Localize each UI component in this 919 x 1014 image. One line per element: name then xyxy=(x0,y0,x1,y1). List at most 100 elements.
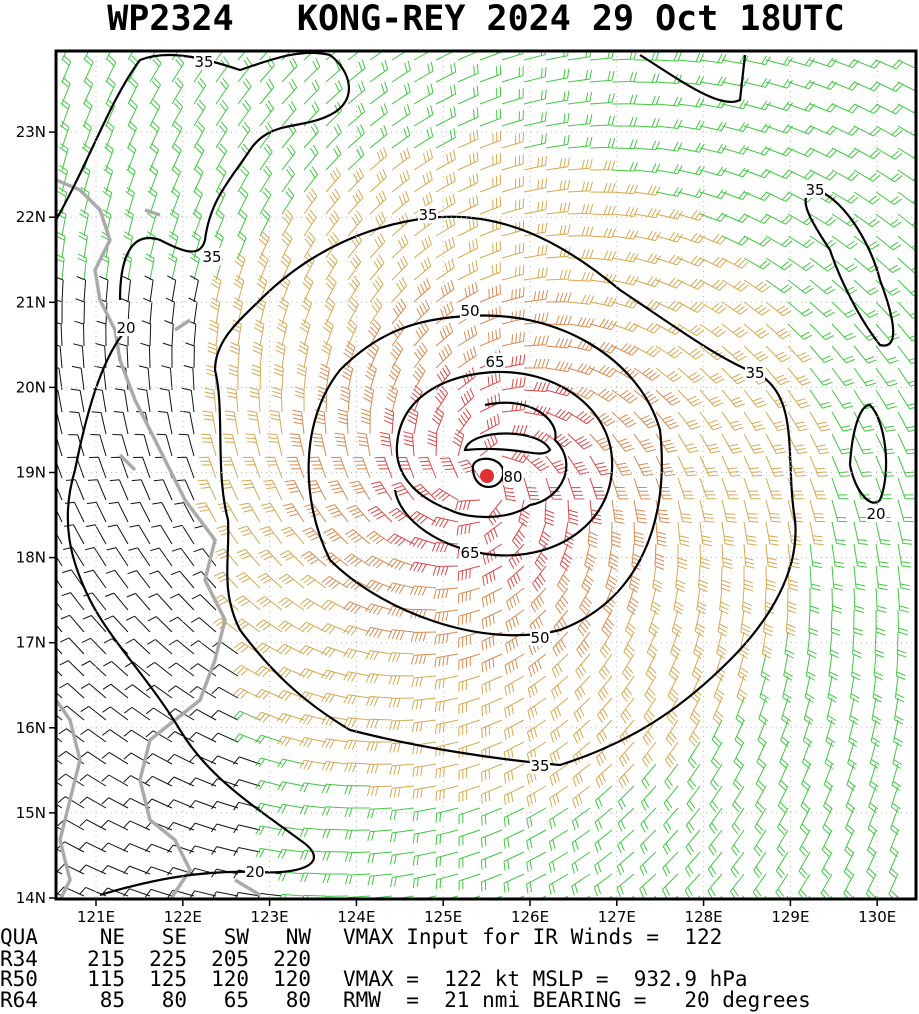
wind-barb xyxy=(662,829,679,855)
wind-barb xyxy=(685,807,701,834)
wind-barb xyxy=(479,108,502,127)
wind-barbs xyxy=(56,51,916,899)
wind-barb xyxy=(853,345,877,364)
wind-barb xyxy=(410,631,437,642)
wind-barb xyxy=(234,595,261,611)
wind-barb xyxy=(258,231,270,259)
wind-barb xyxy=(664,741,679,768)
wind-barb xyxy=(699,499,715,523)
wind-barb xyxy=(482,565,503,586)
wind-barb xyxy=(237,100,252,127)
wind-barb xyxy=(299,598,327,611)
wind-barb xyxy=(596,719,613,745)
wind-barb xyxy=(866,851,877,879)
wind-barb xyxy=(322,851,349,861)
wind-barb xyxy=(545,90,570,105)
wind-barb xyxy=(721,367,747,385)
wind-barb xyxy=(281,100,297,127)
wind-barb xyxy=(344,829,371,840)
wind-barb xyxy=(721,389,746,408)
wind-barb xyxy=(626,587,639,615)
wind-barb xyxy=(189,708,217,721)
wind-barb xyxy=(869,741,880,769)
wind-barb xyxy=(573,697,591,723)
wind-barb xyxy=(853,433,874,455)
wind-barb xyxy=(809,565,821,591)
wind-barb xyxy=(346,319,358,347)
wind-barb xyxy=(56,669,63,677)
wind-barb xyxy=(56,736,63,743)
wind-barb xyxy=(639,851,657,876)
wind-barb xyxy=(278,297,289,325)
wind-barb xyxy=(294,386,305,412)
wind-barb xyxy=(412,363,426,391)
wind-barb xyxy=(743,521,757,546)
wind-barb xyxy=(545,337,573,349)
wind-barb xyxy=(894,697,904,725)
wind-barb xyxy=(875,323,900,342)
wind-barb xyxy=(434,385,449,413)
wind-barb xyxy=(787,79,815,90)
wind-barb xyxy=(853,411,875,432)
wind-barb xyxy=(589,477,607,500)
wind-barb xyxy=(801,763,811,791)
wind-barb xyxy=(873,653,884,681)
wind-barb xyxy=(677,232,705,244)
wind-barb xyxy=(391,169,410,193)
x-tick-label: 121E xyxy=(77,908,115,926)
wind-barb xyxy=(434,675,459,690)
wind-barb xyxy=(655,119,683,129)
wind-barb xyxy=(655,323,683,336)
wind-barb xyxy=(765,191,793,202)
wind-barb xyxy=(256,596,283,611)
wind-barb xyxy=(435,741,459,757)
wind-barb xyxy=(611,455,632,476)
wind-barb xyxy=(317,386,328,413)
wind-barb xyxy=(237,525,261,545)
wind-barb xyxy=(56,531,63,545)
wind-barb xyxy=(343,717,371,728)
wind-barb xyxy=(137,388,151,413)
x-tick-label: 125E xyxy=(424,908,462,926)
wind-barb xyxy=(743,389,767,408)
wind-barb xyxy=(549,741,569,765)
wind-barb xyxy=(831,235,858,250)
wind-barb xyxy=(890,785,901,814)
wind-barb xyxy=(571,829,591,853)
wind-barb xyxy=(158,410,173,435)
wind-barb xyxy=(782,675,792,703)
wind-barb xyxy=(56,646,63,655)
wind-barb xyxy=(261,502,283,523)
wind-barb xyxy=(712,697,724,725)
wind-barb xyxy=(103,660,129,677)
wind-barb xyxy=(457,238,479,259)
wind-barb xyxy=(655,345,683,359)
wind-barb xyxy=(412,785,437,800)
wind-barb xyxy=(457,408,472,435)
wind-barb xyxy=(643,697,657,725)
wind-barb xyxy=(435,785,459,801)
wind-barb xyxy=(210,800,239,810)
wind-barb xyxy=(321,715,349,727)
wind-barb xyxy=(343,671,371,682)
wind-barb xyxy=(721,145,749,155)
wind-barb xyxy=(259,100,274,127)
wind-barb xyxy=(325,123,342,149)
wind-barb xyxy=(57,863,85,875)
wind-barb xyxy=(434,631,459,645)
wind-barb xyxy=(349,480,371,501)
wind-barb xyxy=(784,631,795,659)
wind-barb xyxy=(408,536,437,549)
wind-barb xyxy=(56,578,63,589)
wind-barb xyxy=(831,455,851,477)
wind-barb xyxy=(853,191,881,205)
wind-barb xyxy=(640,785,657,811)
wind-barb xyxy=(479,196,502,215)
wind-barb xyxy=(594,851,613,875)
wind-barb xyxy=(388,697,415,708)
wind-barb xyxy=(190,253,200,281)
wind-barb xyxy=(787,57,815,67)
wind-barb xyxy=(787,565,799,592)
wind-barb xyxy=(481,587,503,608)
wind-barb xyxy=(296,363,307,391)
